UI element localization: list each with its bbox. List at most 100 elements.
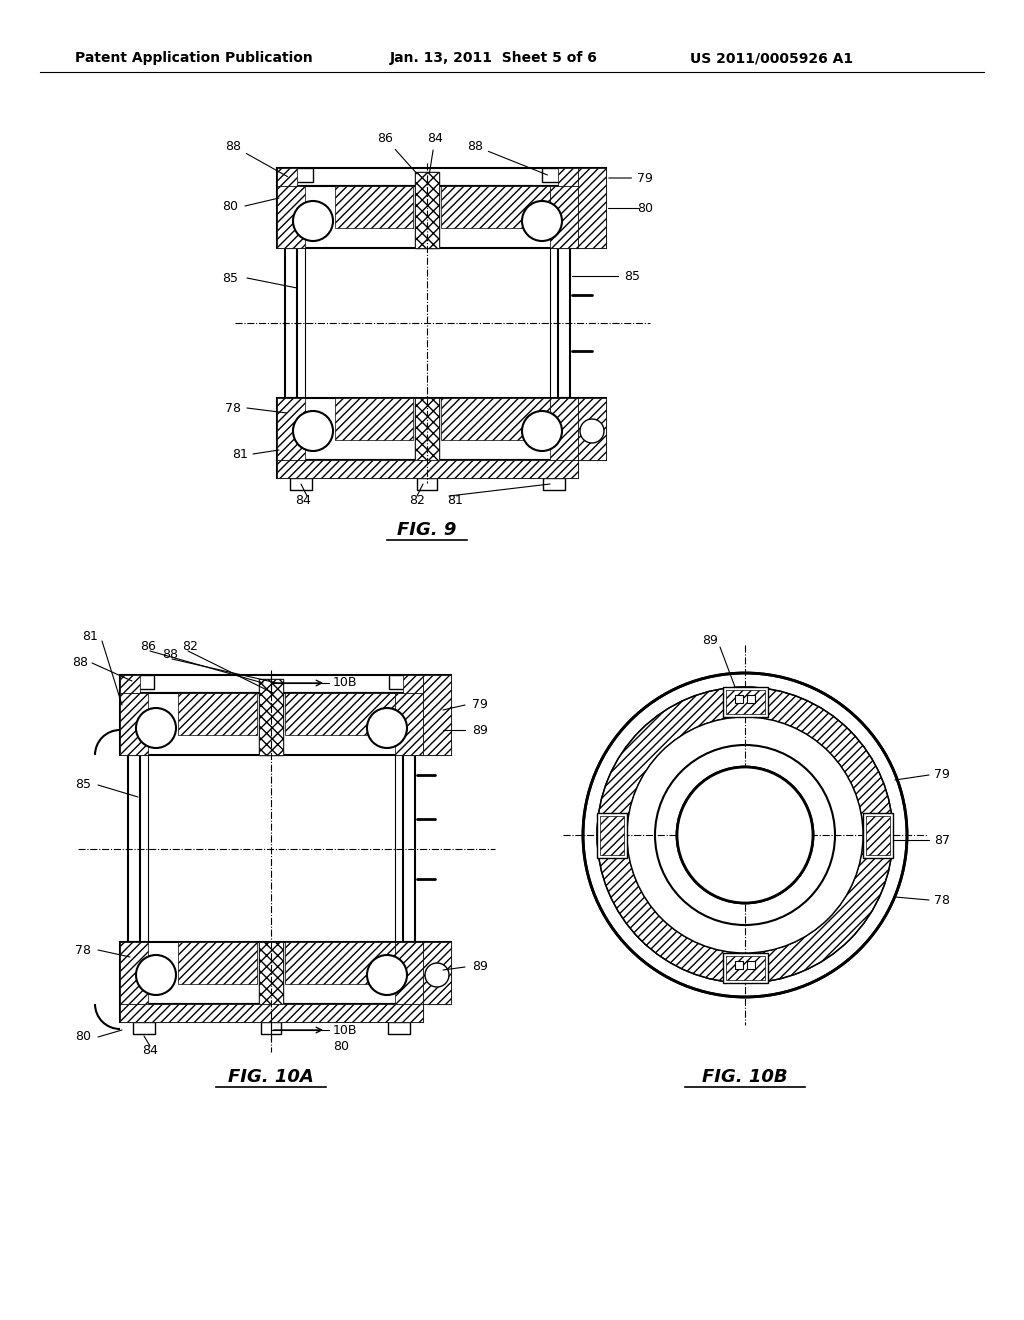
Bar <box>543 478 565 490</box>
Text: 79: 79 <box>472 698 488 711</box>
Circle shape <box>136 708 176 748</box>
Bar <box>261 1022 281 1034</box>
Bar <box>600 816 624 855</box>
Circle shape <box>136 954 176 995</box>
Circle shape <box>293 411 333 451</box>
Bar <box>746 961 755 969</box>
Text: 10B: 10B <box>333 1023 357 1036</box>
Bar <box>278 399 578 459</box>
Bar <box>120 693 148 755</box>
Bar <box>259 678 283 755</box>
Bar <box>278 186 578 248</box>
Text: 88: 88 <box>467 140 548 176</box>
Circle shape <box>425 964 449 987</box>
Text: 89: 89 <box>702 635 718 648</box>
Text: 86: 86 <box>377 132 417 174</box>
Bar <box>178 942 257 983</box>
Bar <box>423 675 451 755</box>
Bar <box>335 399 413 440</box>
Bar <box>723 686 768 717</box>
Bar <box>120 693 423 755</box>
Circle shape <box>627 717 863 953</box>
Bar <box>863 813 893 858</box>
Bar <box>542 168 560 182</box>
Circle shape <box>293 201 333 242</box>
Circle shape <box>655 744 835 925</box>
Bar <box>395 693 423 755</box>
Bar <box>389 675 406 689</box>
Bar <box>578 168 606 248</box>
Bar <box>120 675 423 693</box>
Bar <box>558 168 578 186</box>
Text: 85: 85 <box>222 272 238 285</box>
Circle shape <box>522 411 562 451</box>
Bar <box>120 942 148 1005</box>
Text: 86: 86 <box>140 640 156 653</box>
Text: 79: 79 <box>934 768 950 781</box>
Bar <box>278 168 578 186</box>
Text: 82: 82 <box>182 640 198 653</box>
Bar <box>415 399 439 459</box>
Bar <box>866 816 890 855</box>
Text: 87: 87 <box>934 833 950 846</box>
Bar <box>423 942 451 1005</box>
Circle shape <box>580 418 604 444</box>
Text: 78: 78 <box>225 401 241 414</box>
Bar <box>120 942 423 1005</box>
Circle shape <box>677 767 813 903</box>
Bar <box>746 696 755 704</box>
Text: 89: 89 <box>472 723 488 737</box>
Bar <box>726 956 765 979</box>
Bar <box>578 399 606 459</box>
Text: 88: 88 <box>225 140 288 177</box>
Bar <box>441 186 550 228</box>
Text: 81: 81 <box>447 494 463 507</box>
Bar <box>395 942 423 1005</box>
Bar <box>441 399 550 440</box>
Bar <box>259 678 283 755</box>
Circle shape <box>367 708 407 748</box>
Bar <box>423 942 451 1005</box>
Text: 88: 88 <box>162 648 178 661</box>
Bar <box>120 1005 423 1022</box>
Text: 84: 84 <box>427 132 443 173</box>
Bar <box>278 459 578 478</box>
Bar <box>120 1005 423 1022</box>
Bar <box>133 1022 155 1034</box>
Circle shape <box>367 954 407 995</box>
Text: 78: 78 <box>75 944 91 957</box>
Bar <box>120 675 140 693</box>
Text: 80: 80 <box>222 199 238 213</box>
Text: 81: 81 <box>82 631 98 644</box>
Bar <box>278 186 305 248</box>
Bar <box>415 172 439 248</box>
Text: 80: 80 <box>75 1031 91 1044</box>
Bar <box>726 690 765 714</box>
Bar <box>295 168 313 182</box>
Text: Patent Application Publication: Patent Application Publication <box>75 51 312 65</box>
Text: FIG. 10B: FIG. 10B <box>702 1068 787 1086</box>
Bar <box>388 1022 410 1034</box>
Bar <box>578 399 606 459</box>
Text: 79: 79 <box>609 172 653 185</box>
Bar <box>285 248 297 399</box>
Text: 84: 84 <box>142 1044 158 1056</box>
Bar <box>597 813 627 858</box>
Text: 80: 80 <box>637 202 653 214</box>
Bar <box>138 675 154 689</box>
Text: 88: 88 <box>72 656 88 669</box>
Bar <box>550 186 578 248</box>
Text: 81: 81 <box>232 447 248 461</box>
Bar <box>128 755 140 942</box>
Bar <box>735 961 743 969</box>
Bar <box>735 696 743 704</box>
Bar <box>259 942 283 1005</box>
Bar <box>178 693 257 735</box>
Bar <box>403 675 423 693</box>
Bar <box>278 168 297 186</box>
Bar <box>278 459 578 478</box>
Bar <box>723 953 768 983</box>
Bar <box>415 399 439 459</box>
Text: 78: 78 <box>934 894 950 907</box>
Circle shape <box>677 767 813 903</box>
